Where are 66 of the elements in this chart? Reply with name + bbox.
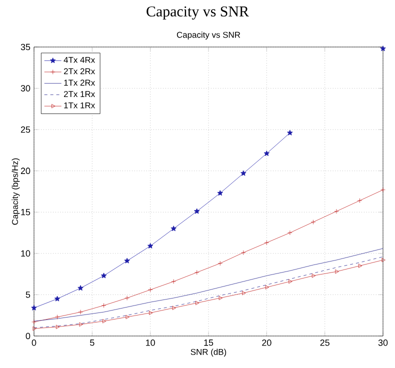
point bbox=[56, 324, 60, 330]
point bbox=[358, 264, 362, 268]
x-tick-label: 20 bbox=[262, 340, 272, 346]
point bbox=[357, 198, 362, 203]
point bbox=[102, 319, 106, 324]
point bbox=[310, 220, 316, 224]
x-tick-label: 15 bbox=[204, 340, 214, 346]
point bbox=[241, 250, 246, 256]
y-axis-title: Capacity (bps/Hz) bbox=[12, 158, 20, 225]
y-tick-label: 5 bbox=[26, 292, 30, 298]
legend-label: 4Tx 4Rx bbox=[64, 56, 95, 63]
point bbox=[265, 285, 270, 290]
point bbox=[334, 208, 339, 214]
legend-label: 1Tx 2Rx bbox=[64, 80, 95, 86]
point bbox=[194, 270, 200, 275]
point bbox=[54, 314, 60, 320]
point bbox=[78, 285, 84, 291]
y-tick-label: 15 bbox=[21, 209, 30, 216]
legend-label: 1Tx 1Rx bbox=[64, 102, 95, 108]
chart-title: Capacity vs SNR bbox=[146, 6, 249, 20]
point bbox=[335, 269, 339, 274]
point bbox=[170, 226, 176, 232]
y-tick-label: 0 bbox=[26, 332, 30, 340]
point bbox=[196, 300, 200, 306]
line-series bbox=[34, 248, 384, 322]
point bbox=[264, 150, 270, 156]
point bbox=[124, 296, 130, 300]
point bbox=[288, 230, 292, 236]
point bbox=[218, 260, 223, 266]
point bbox=[288, 279, 292, 284]
point bbox=[149, 310, 153, 315]
y-tick-label: 30 bbox=[20, 85, 30, 92]
y-tick-label: 25 bbox=[20, 126, 30, 133]
point bbox=[312, 274, 316, 278]
x-tick-label: 0 bbox=[32, 340, 36, 346]
point bbox=[31, 304, 37, 310]
y-tick-label: 20 bbox=[20, 168, 30, 174]
point bbox=[217, 190, 223, 196]
point bbox=[78, 310, 83, 314]
chart-subtitle: Capacity vs SNR bbox=[176, 32, 240, 40]
point bbox=[100, 272, 107, 278]
point bbox=[240, 170, 246, 176]
point bbox=[124, 258, 130, 264]
point bbox=[54, 296, 60, 302]
point bbox=[242, 290, 246, 296]
y-tick-label: 35 bbox=[20, 44, 30, 50]
legend-label: 2Tx 1Rx bbox=[64, 91, 95, 97]
point bbox=[79, 322, 83, 327]
point bbox=[172, 306, 176, 310]
x-tick-label: 5 bbox=[90, 340, 94, 346]
point bbox=[171, 279, 176, 284]
point bbox=[147, 243, 154, 248]
x-tick-label: 30 bbox=[378, 340, 388, 346]
point bbox=[126, 314, 130, 320]
point bbox=[264, 240, 270, 246]
point bbox=[380, 46, 386, 52]
legend-label: 2Tx 2Rx bbox=[64, 68, 95, 74]
point bbox=[287, 130, 293, 136]
x-tick-label: 10 bbox=[146, 340, 155, 346]
x-axis-title: SNR (dB) bbox=[190, 348, 226, 357]
point bbox=[194, 208, 200, 214]
x-tick-label: 25 bbox=[320, 340, 330, 346]
point bbox=[148, 287, 153, 292]
point bbox=[218, 296, 223, 300]
point bbox=[101, 303, 106, 308]
y-tick-label: 10 bbox=[21, 250, 30, 257]
